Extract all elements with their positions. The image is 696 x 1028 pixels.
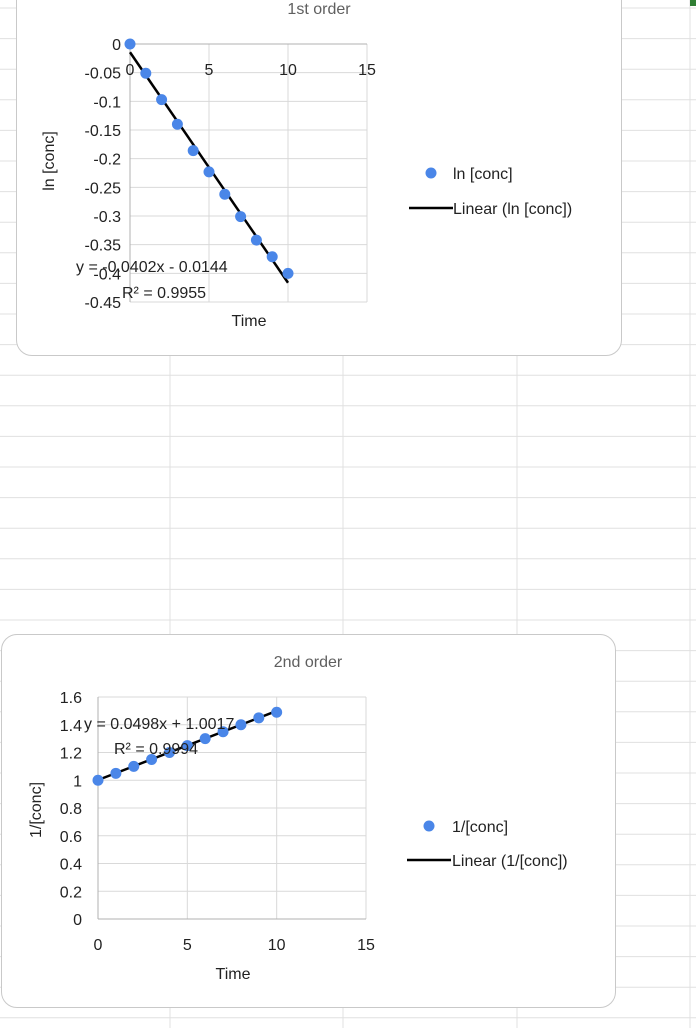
data-point [171,118,183,130]
data-point [203,166,215,178]
data-point [217,726,229,738]
data-point [199,733,211,745]
legend-marker-icon [423,820,435,832]
data-point [187,145,199,157]
y-axis-label: 1/[conc] [28,782,45,838]
data-point [156,94,168,106]
x-tick-label: 10 [268,937,286,954]
data-point [128,760,140,772]
chart-legend: ln [conc] Linear (ln [conc]) [409,166,572,218]
y-tick-label: 0 [73,912,82,929]
y-tick-label: -0.2 [93,152,121,169]
chart-2nd-order-plot: 2nd order 0 5 10 15 0 0.2 0.4 0.6 0.8 1 1.2 1.4 1.6… [28,654,568,983]
x-axis-label: Time [232,313,267,330]
data-point [271,706,283,718]
y-tick-label: 0.4 [60,857,82,874]
data-point [282,267,294,279]
data-point [219,188,231,200]
r-squared-label: R² = 0.9955 [122,285,206,302]
data-point [146,753,158,765]
chart-legend: 1/[conc] Linear (1/[conc]) [407,819,568,870]
y-tick-label: 1 [73,773,82,790]
x-tick-label: 5 [205,62,214,79]
y-tick-label: -0.15 [85,123,122,140]
y-tick-label: 1.6 [60,690,82,707]
y-tick-label: -0.25 [85,180,122,197]
data-point [253,712,265,724]
y-tick-label: 0 [112,37,121,54]
legend-line-label: Linear (1/[conc]) [452,853,568,870]
chart-title: 1st order [287,1,351,18]
chart-title: 2nd order [274,654,343,671]
x-tick-label: 0 [126,62,135,79]
y-tick-label: 0.8 [60,801,82,818]
y-tick-label: -0.4 [93,266,121,283]
chart-2nd-order[interactable]: 2nd order 0 5 10 15 0 0.2 0.4 0.6 0.8 1 1.2 1.4 1.6… [1,634,616,1008]
x-tick-label: 15 [358,62,376,79]
chart-1st-order[interactable]: 1st order 0 5 10 15 0 -0.05 -0.1 -0.15 -0.2 -0.2… [16,0,622,356]
y-tick-label: -0.3 [93,209,121,226]
legend-line-label: Linear (ln [conc]) [453,201,572,218]
x-axis-label: Time [216,966,251,983]
x-tick-label: 10 [279,62,297,79]
r-squared-label: R² = 0.9994 [114,741,198,758]
legend-marker-label: 1/[conc] [452,819,508,836]
data-point [181,740,193,752]
x-tick-label: 0 [94,937,103,954]
x-tick-label: 5 [183,937,192,954]
data-point [266,251,278,263]
y-tick-label: 1.4 [60,718,82,735]
y-axis-label: ln [conc] [41,131,58,191]
data-point [235,719,247,731]
y-tick-label: 1.2 [60,746,82,763]
data-point [235,211,247,223]
data-point [124,38,136,50]
y-tick-label: -0.1 [93,94,121,111]
y-tick-label: -0.35 [85,238,122,255]
legend-marker-label: ln [conc] [453,166,513,183]
data-point [110,767,122,779]
chart-1st-order-plot: 1st order 0 5 10 15 0-0.05-0.1-0.15-0.2-0.2… [41,1,572,330]
trendline-equation: y = -0.0402x - 0.0144 [76,259,228,276]
data-point [92,774,104,786]
legend-marker-icon [425,167,437,179]
data-point [140,67,152,79]
data-point [163,747,175,758]
x-tick-label: 15 [357,937,375,954]
y-tick-label: -0.45 [85,295,122,312]
y-tick-label: 0.6 [60,829,82,846]
trendline-equation: y = 0.0498x + 1.0017 [84,716,234,733]
y-tick-label: -0.05 [85,66,122,83]
selection-corner-mark [690,0,696,6]
y-tick-label: 0.2 [60,884,82,901]
data-point [250,234,262,246]
